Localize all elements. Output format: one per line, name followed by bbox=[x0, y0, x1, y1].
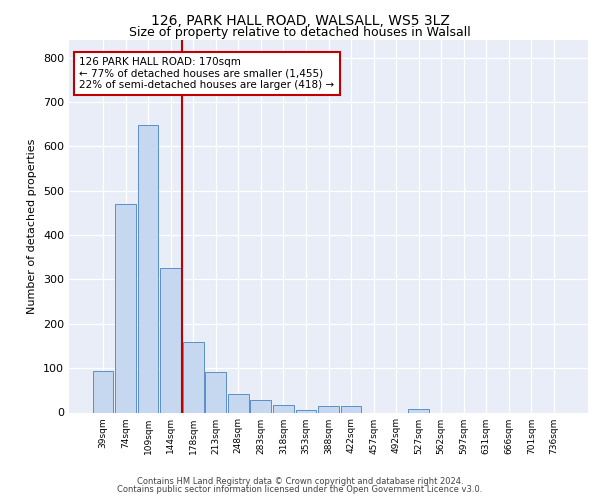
Bar bbox=[228, 394, 248, 412]
Bar bbox=[409, 410, 429, 412]
Text: Contains HM Land Registry data © Crown copyright and database right 2024.: Contains HM Land Registry data © Crown c… bbox=[137, 477, 463, 486]
Bar bbox=[115, 204, 136, 412]
Bar bbox=[250, 400, 271, 412]
Y-axis label: Number of detached properties: Number of detached properties bbox=[28, 138, 37, 314]
Text: 126 PARK HALL ROAD: 170sqm
← 77% of detached houses are smaller (1,455)
22% of s: 126 PARK HALL ROAD: 170sqm ← 77% of deta… bbox=[79, 57, 335, 90]
Bar bbox=[92, 372, 113, 412]
Text: 126, PARK HALL ROAD, WALSALL, WS5 3LZ: 126, PARK HALL ROAD, WALSALL, WS5 3LZ bbox=[151, 14, 449, 28]
Text: Size of property relative to detached houses in Walsall: Size of property relative to detached ho… bbox=[129, 26, 471, 39]
Bar bbox=[205, 372, 226, 412]
Bar bbox=[273, 406, 294, 412]
Text: Contains public sector information licensed under the Open Government Licence v3: Contains public sector information licen… bbox=[118, 485, 482, 494]
Bar bbox=[183, 342, 203, 412]
Bar bbox=[341, 406, 361, 412]
Bar bbox=[137, 125, 158, 412]
Bar bbox=[296, 410, 316, 412]
Bar bbox=[160, 268, 181, 412]
Bar bbox=[318, 406, 339, 412]
